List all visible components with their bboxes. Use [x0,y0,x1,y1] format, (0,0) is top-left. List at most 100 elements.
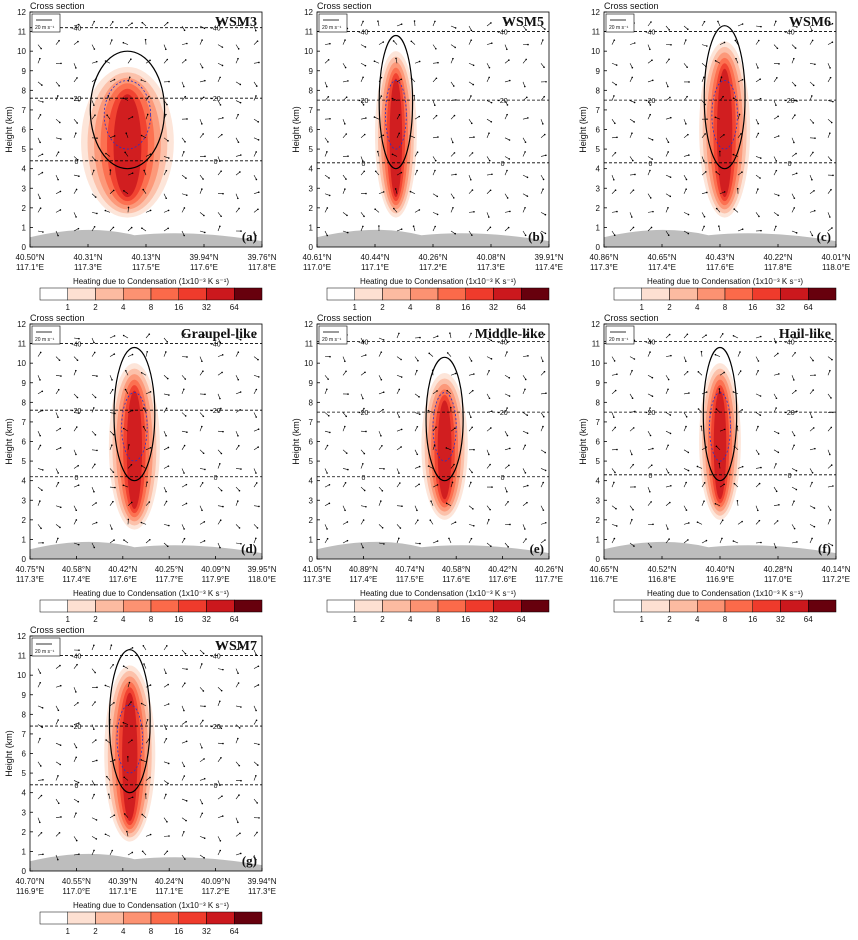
wind-vector-head [652,523,654,526]
wind-vector-head [445,447,448,449]
wind-vector [199,468,205,470]
wind-vector [342,230,348,233]
wind-vector-head [113,759,116,761]
wind-vector [125,133,129,138]
wind-vector-head [811,39,814,42]
wind-vector-head [811,416,813,418]
wind-vector [414,370,418,376]
colorbar-swatch [493,599,522,613]
wind-vector-head [700,350,703,353]
wind-vector [540,96,545,101]
wind-vector-head [362,225,364,228]
wind-vector-head [740,133,742,135]
wind-vector-head [508,464,510,467]
wind-vector [73,41,79,45]
wind-vector-head [696,521,699,523]
y-tick-label: 6 [596,438,601,447]
wind-vector-head [255,719,258,722]
wind-vector-head [110,644,113,646]
wind-vector [468,152,473,157]
wind-vector [701,21,705,27]
wind-vector [683,119,687,124]
wind-vector [378,352,382,357]
wind-vector-head [167,227,169,230]
wind-vector [127,796,133,800]
wind-vector [414,505,418,511]
wind-vector-head [688,154,690,156]
wind-vector [809,356,814,361]
wind-vector-head [344,509,346,512]
wind-vector [324,151,328,157]
wind-vector-head [491,486,493,488]
wind-vector-head [113,702,115,704]
wind-vector-head [757,132,760,135]
wind-vector [141,703,147,707]
wind-vector-head [506,104,509,106]
wind-vector-head [445,502,448,505]
colorbar-tick-label: 64 [517,303,526,312]
colorbar-tick-label: 32 [489,303,498,312]
wind-vector [486,427,492,432]
wind-vector-head [131,22,133,24]
wind-vector-head [416,169,418,172]
wind-vector [217,134,223,139]
wind-vector [109,664,114,669]
wind-vector-head [131,647,134,649]
wind-vector-head [454,46,456,49]
wind-vector [342,212,348,216]
wind-vector-head [39,207,42,209]
wind-vector [235,100,241,103]
wind-vector [773,170,777,176]
wind-vector-head [255,482,258,484]
wind-vector [522,151,526,157]
wind-vector-head [470,39,473,41]
y-axis-label: Height (km) [578,106,588,153]
wind-vector [629,519,633,525]
wind-vector [253,230,257,236]
wind-vector-head [508,377,511,379]
wind-vector [181,151,185,157]
wind-vector-head [507,500,509,503]
wind-vector [717,21,721,27]
colorbar-swatch [95,911,124,925]
wind-vector-head [616,448,618,451]
wind-vector [37,153,43,157]
wind-vector-head [649,351,651,353]
wind-vector-head [59,209,62,211]
wind-vector [827,485,833,488]
colorbar-swatch [669,287,698,301]
x-tick-lon: 117.4°E [62,575,90,584]
wind-vector-head [704,133,706,135]
wind-vector-head [41,171,44,174]
wind-vector [450,230,456,234]
wind-vector-head [398,537,400,540]
wind-vector [647,486,651,492]
colorbar-tick-label: 2 [380,615,385,624]
wind-vector [540,212,546,215]
wind-vector [199,540,205,544]
wind-vector-head [219,700,221,703]
panel-title: Cross section [30,1,85,11]
x-tick-lat: 40.28°N [764,565,793,574]
wind-vector [629,464,634,469]
wind-vector-head [734,39,737,42]
wind-vector-head [633,545,635,547]
wind-vector-head [168,835,170,837]
isotherm-label: -40 [498,340,508,347]
wind-vector [253,333,257,339]
wind-vector [701,501,705,506]
wind-vector-head [346,231,349,234]
wind-vector [468,333,472,339]
wind-vector-head [419,542,421,545]
wind-vector-head [326,207,329,209]
wind-vector [73,853,79,856]
wind-vector [163,447,169,451]
wind-vector-head [347,155,349,157]
wind-vector [253,40,258,45]
wind-vector-head [201,425,203,428]
wind-vector [145,391,151,395]
wind-vector-head [125,132,128,134]
wind-vector-head [685,481,687,484]
